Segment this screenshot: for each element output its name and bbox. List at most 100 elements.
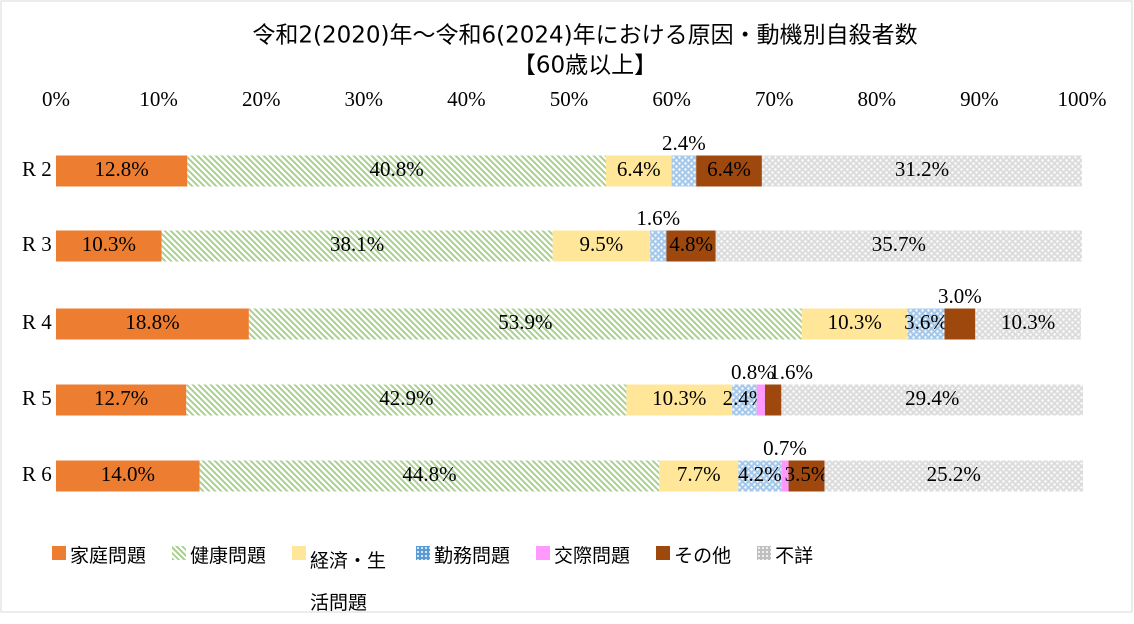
bar-segment <box>764 384 782 416</box>
bar-segment <box>907 308 945 340</box>
x-tick-label: 20% <box>242 87 281 111</box>
data-label: 10.3% <box>652 386 706 410</box>
data-label: 53.9% <box>498 310 552 334</box>
legend-item: 不詳 <box>757 540 813 624</box>
bar-segment <box>626 384 733 416</box>
bar-segment <box>666 230 716 262</box>
data-label: 3.0% <box>938 284 982 308</box>
legend-item: その他 <box>656 540 731 624</box>
data-label: 3.5% <box>785 462 829 486</box>
legend-item: 経済・生活問題 <box>292 540 390 624</box>
bar-segment <box>761 155 1082 187</box>
bar-segment <box>671 155 697 187</box>
bar-segment <box>199 460 660 492</box>
legend-item: 家庭問題 <box>52 540 146 624</box>
bar-segment <box>732 384 757 416</box>
bar-segment <box>696 155 762 187</box>
data-label: 25.2% <box>927 462 981 486</box>
x-tick-label: 40% <box>447 87 486 111</box>
data-label: 3.6% <box>904 310 948 334</box>
bar-segment <box>552 230 651 262</box>
bar-segment <box>715 230 1082 262</box>
legend-swatch <box>536 546 551 560</box>
x-tick-label: 30% <box>345 87 384 111</box>
legend-label: 不詳 <box>775 545 814 567</box>
data-label: 0.7% <box>763 436 807 460</box>
bar-segment <box>975 308 1081 340</box>
legend-swatch <box>757 546 772 560</box>
bar-segment <box>186 384 627 416</box>
bar-segment <box>801 308 908 340</box>
data-label: 9.5% <box>579 232 623 256</box>
y-tick-label: R 2 <box>22 157 52 181</box>
x-tick-label: 70% <box>755 87 794 111</box>
bar-segment <box>650 230 667 262</box>
x-tick-label: 90% <box>960 87 999 111</box>
bar-segment <box>605 155 672 187</box>
data-label: 38.1% <box>330 232 384 256</box>
y-tick-label: R 6 <box>22 462 52 486</box>
bar-segment <box>248 308 802 340</box>
legend-swatch <box>172 546 187 560</box>
x-tick-label: 100% <box>1058 87 1107 111</box>
bar-segment <box>56 384 187 416</box>
bar-segment <box>781 384 1084 416</box>
legend-item: 勤務問題 <box>416 540 510 624</box>
data-label: 35.7% <box>872 232 926 256</box>
data-label: 18.8% <box>125 310 179 334</box>
data-label: 4.8% <box>669 232 713 256</box>
data-label: 12.8% <box>95 157 149 181</box>
legend-item: 健康問題 <box>172 540 266 624</box>
bar-segment <box>788 460 825 492</box>
data-label: 10.3% <box>82 232 136 256</box>
data-label: 29.4% <box>905 386 959 410</box>
x-tick-label: 0% <box>42 87 70 111</box>
chart-title: 令和2(2020)年～令和6(2024)年における原因・動機別自殺者数 <box>252 23 917 49</box>
bar-segment <box>56 230 162 262</box>
x-tick-label: 10% <box>139 87 178 111</box>
legend-label: その他 <box>674 545 732 567</box>
data-label: 10.3% <box>828 310 882 334</box>
legend-item: 交際問題 <box>536 540 630 624</box>
bar-segment <box>944 308 976 340</box>
bar-segment <box>161 230 553 262</box>
bar-segment <box>756 384 765 416</box>
data-label: 31.2% <box>895 157 949 181</box>
bar-segment <box>659 460 739 492</box>
y-tick-label: R 5 <box>22 386 52 410</box>
legend-swatch <box>52 546 66 560</box>
x-tick-label: 80% <box>858 87 897 111</box>
bar-segment <box>738 460 782 492</box>
legend-swatch <box>656 546 671 560</box>
legend-label: 勤務問題 <box>434 545 511 567</box>
data-label: 2.4% <box>662 131 706 155</box>
data-label: 7.7% <box>677 462 721 486</box>
data-label: 12.7% <box>94 386 148 410</box>
bar-segment <box>56 460 200 492</box>
legend-swatch <box>416 546 431 560</box>
legend: 家庭問題 健康問題 経済・生活問題 勤務問題 交際問題 その他 不詳 <box>52 540 1112 624</box>
data-label: 10.3% <box>1001 310 1055 334</box>
legend-label: 経済・生活問題 <box>310 550 387 614</box>
data-label: 6.4% <box>707 157 751 181</box>
legend-label: 交際問題 <box>554 545 631 567</box>
bar-segment <box>56 155 188 187</box>
bar-segment <box>824 460 1084 492</box>
y-tick-label: R 4 <box>22 310 52 334</box>
bar-segment <box>781 460 789 492</box>
data-label: 44.8% <box>402 462 456 486</box>
x-tick-label: 60% <box>652 87 691 111</box>
data-label: 40.8% <box>370 157 424 181</box>
data-label: 14.0% <box>101 462 155 486</box>
data-label: 1.6% <box>636 206 680 230</box>
legend-swatch <box>292 546 307 560</box>
data-label: 42.9% <box>379 386 433 410</box>
bar-segment <box>187 155 606 187</box>
chart-subtitle: 【60歳以上】 <box>513 53 657 79</box>
y-tick-label: R 3 <box>22 232 52 256</box>
x-tick-label: 50% <box>550 87 589 111</box>
bar-segment <box>56 308 249 340</box>
